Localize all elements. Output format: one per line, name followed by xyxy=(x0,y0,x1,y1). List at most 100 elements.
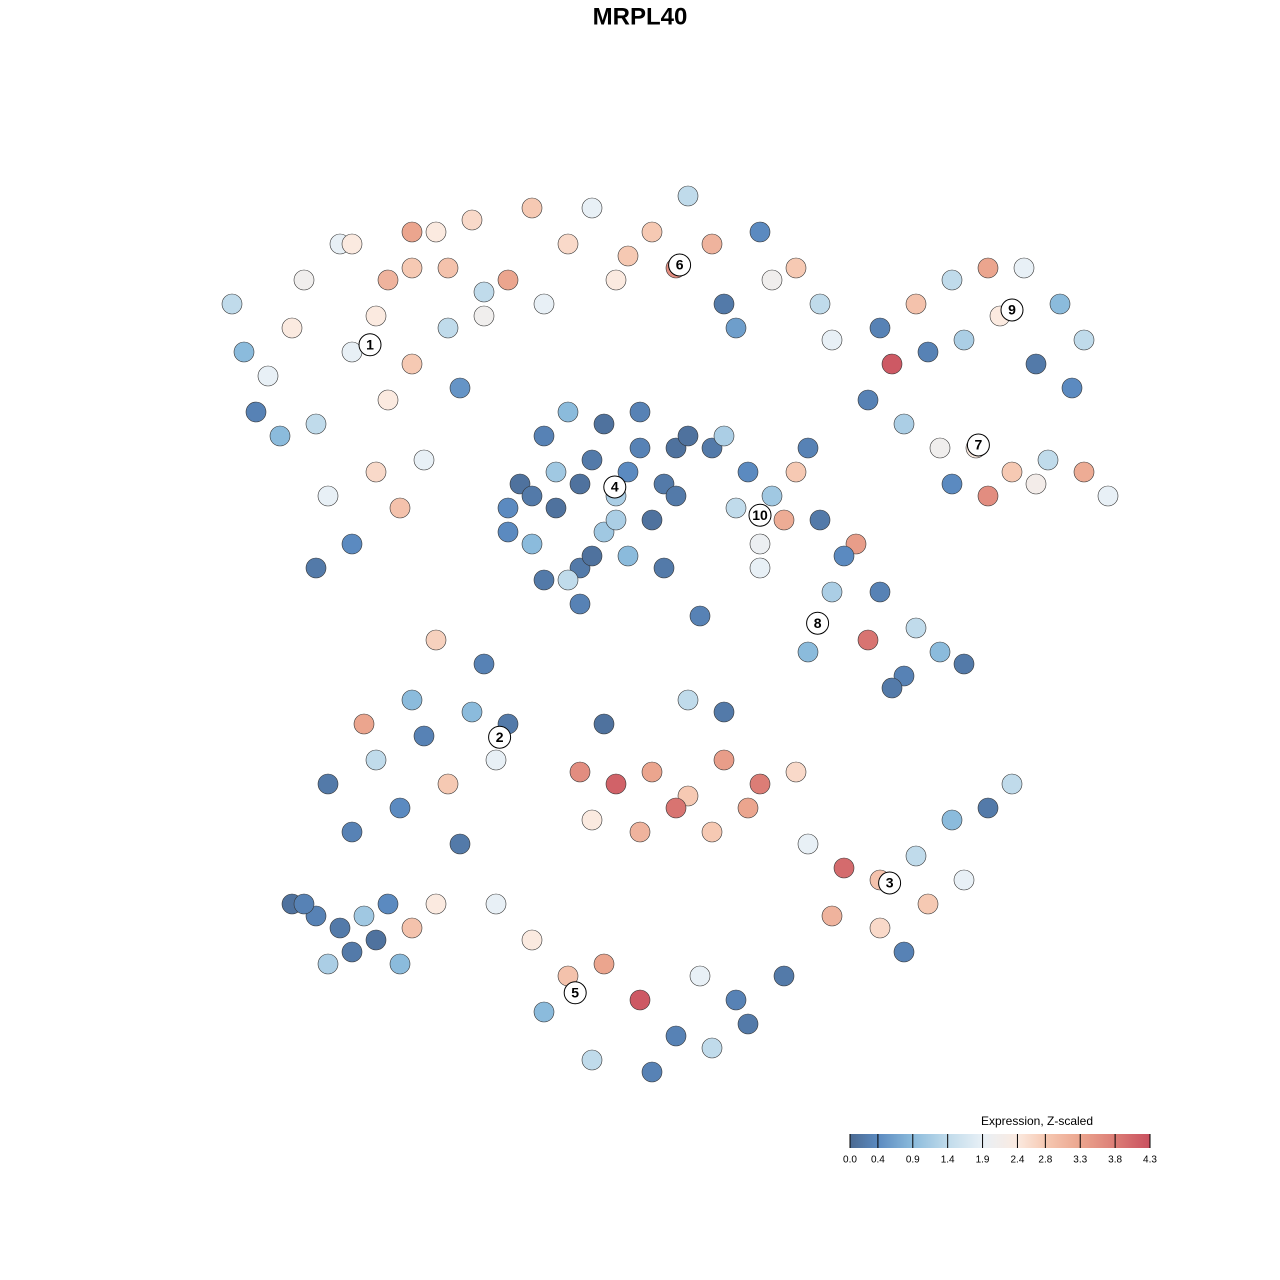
colorbar-tick-label: 0.4 xyxy=(871,1155,885,1166)
points xyxy=(221,185,1119,1083)
point xyxy=(1013,257,1035,279)
point xyxy=(581,1049,603,1071)
point xyxy=(389,497,411,519)
point xyxy=(773,509,795,531)
point xyxy=(713,425,735,447)
cluster-badge xyxy=(1000,298,1024,322)
point xyxy=(341,233,363,255)
point xyxy=(977,257,999,279)
point xyxy=(341,533,363,555)
cluster-label: 2 xyxy=(496,729,504,745)
point xyxy=(329,917,351,939)
point xyxy=(737,1013,759,1035)
point xyxy=(749,533,771,555)
point xyxy=(281,317,303,339)
point xyxy=(377,893,399,915)
point xyxy=(617,461,639,483)
point xyxy=(605,269,627,291)
point xyxy=(437,773,459,795)
point xyxy=(545,461,567,483)
point xyxy=(641,221,663,243)
point xyxy=(869,581,891,603)
cluster-label: 9 xyxy=(1008,302,1016,318)
point xyxy=(1025,473,1047,495)
cluster-label: 10 xyxy=(752,507,768,523)
point xyxy=(821,581,843,603)
point xyxy=(569,593,591,615)
point xyxy=(461,701,483,723)
point xyxy=(569,761,591,783)
point xyxy=(1025,353,1047,375)
point xyxy=(425,221,447,243)
cluster-badge xyxy=(358,333,382,357)
point xyxy=(317,953,339,975)
point xyxy=(581,197,603,219)
point xyxy=(269,425,291,447)
point xyxy=(1061,377,1083,399)
point xyxy=(257,365,279,387)
point xyxy=(317,485,339,507)
point xyxy=(725,317,747,339)
point xyxy=(689,605,711,627)
cluster-badge xyxy=(563,981,587,1005)
point xyxy=(953,329,975,351)
point xyxy=(365,461,387,483)
cluster-label: 3 xyxy=(886,875,894,891)
point xyxy=(629,401,651,423)
point xyxy=(473,653,495,675)
point xyxy=(725,497,747,519)
point xyxy=(689,965,711,987)
point xyxy=(881,677,903,699)
colorbar-tick-label: 1.4 xyxy=(941,1155,955,1166)
point xyxy=(749,557,771,579)
point xyxy=(521,929,543,951)
point xyxy=(701,1037,723,1059)
point xyxy=(929,437,951,459)
colorbar-tick-label: 0.0 xyxy=(843,1155,857,1166)
point xyxy=(869,917,891,939)
point xyxy=(1001,461,1023,483)
colorbar-tick-label: 3.3 xyxy=(1073,1155,1087,1166)
point xyxy=(521,485,543,507)
point xyxy=(473,281,495,303)
colorbar-tick-label: 2.4 xyxy=(1010,1155,1024,1166)
point xyxy=(665,1025,687,1047)
colorbar-title: Expression, Z-scaled xyxy=(981,1114,1093,1128)
point xyxy=(677,185,699,207)
point xyxy=(785,461,807,483)
point xyxy=(641,1061,663,1083)
point xyxy=(497,521,519,543)
point xyxy=(809,509,831,531)
cluster-labels: 1 2 3 4 5 6 7 8 9 10 xyxy=(358,253,1024,1005)
point xyxy=(833,857,855,879)
point xyxy=(485,749,507,771)
point xyxy=(221,293,243,315)
point xyxy=(581,809,603,831)
point xyxy=(593,713,615,735)
point xyxy=(905,293,927,315)
colorbar-tick-label: 3.8 xyxy=(1108,1155,1122,1166)
point xyxy=(929,641,951,663)
point xyxy=(305,413,327,435)
point xyxy=(797,641,819,663)
point xyxy=(629,437,651,459)
point xyxy=(389,797,411,819)
point xyxy=(341,941,363,963)
point xyxy=(941,269,963,291)
point xyxy=(641,761,663,783)
point xyxy=(533,569,555,591)
point xyxy=(401,221,423,243)
point xyxy=(665,797,687,819)
point xyxy=(437,257,459,279)
point xyxy=(617,245,639,267)
cluster-label: 5 xyxy=(571,985,579,1001)
point xyxy=(353,713,375,735)
cluster-label: 8 xyxy=(814,615,822,631)
point xyxy=(701,821,723,843)
point xyxy=(713,293,735,315)
point xyxy=(785,761,807,783)
point xyxy=(557,569,579,591)
point xyxy=(677,689,699,711)
point xyxy=(809,293,831,315)
